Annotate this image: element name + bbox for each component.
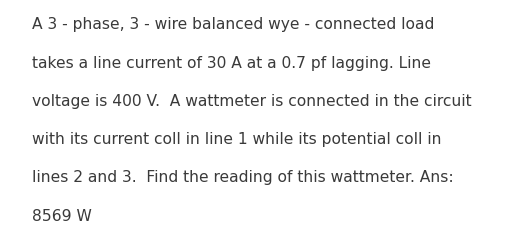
- Text: takes a line current of 30 A at a 0.7 pf lagging. Line: takes a line current of 30 A at a 0.7 pf…: [32, 56, 431, 71]
- Text: 8569 W: 8569 W: [32, 209, 92, 224]
- Text: with its current coll in line 1 while its potential coll in: with its current coll in line 1 while it…: [32, 132, 442, 147]
- Text: voltage is 400 V.  A wattmeter is connected in the circuit: voltage is 400 V. A wattmeter is connect…: [32, 94, 471, 109]
- Text: A 3 - phase, 3 - wire balanced wye - connected load: A 3 - phase, 3 - wire balanced wye - con…: [32, 17, 434, 32]
- Text: lines 2 and 3.  Find the reading of this wattmeter. Ans:: lines 2 and 3. Find the reading of this …: [32, 170, 454, 185]
